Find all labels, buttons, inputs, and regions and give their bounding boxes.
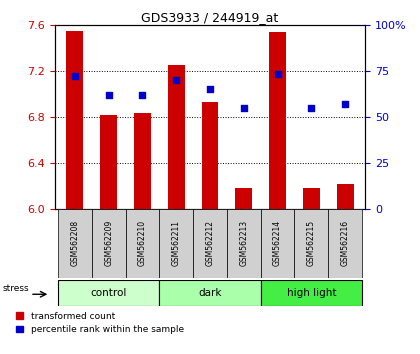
Point — [71, 74, 78, 79]
Text: dark: dark — [198, 288, 222, 298]
Bar — [159, 209, 193, 278]
Text: high light: high light — [286, 288, 336, 298]
Bar — [193, 209, 227, 278]
Point — [240, 105, 247, 110]
Text: GSM562215: GSM562215 — [307, 220, 316, 267]
Text: GSM562209: GSM562209 — [104, 220, 113, 267]
Bar — [126, 209, 159, 278]
Point — [308, 105, 315, 110]
Point — [173, 77, 180, 83]
Point — [139, 92, 146, 98]
Text: GSM562213: GSM562213 — [239, 220, 248, 267]
Legend: transformed count, percentile rank within the sample: transformed count, percentile rank withi… — [13, 308, 187, 338]
Bar — [159, 280, 261, 306]
Point — [342, 101, 349, 107]
Text: GSM562214: GSM562214 — [273, 220, 282, 267]
Bar — [235, 188, 252, 209]
Title: GDS3933 / 244919_at: GDS3933 / 244919_at — [142, 11, 278, 24]
Point — [274, 72, 281, 77]
Bar — [261, 209, 294, 278]
Text: GSM562208: GSM562208 — [71, 220, 79, 267]
Bar — [66, 30, 83, 209]
Bar — [168, 65, 185, 209]
Point — [105, 92, 112, 98]
Bar — [58, 209, 92, 278]
Bar — [134, 113, 151, 209]
Bar — [261, 280, 362, 306]
Bar — [337, 184, 354, 209]
Bar — [294, 209, 328, 278]
Point — [207, 86, 213, 92]
Text: GSM562210: GSM562210 — [138, 220, 147, 267]
Bar — [269, 32, 286, 209]
Text: GSM562211: GSM562211 — [172, 221, 181, 266]
Text: GSM562212: GSM562212 — [205, 221, 215, 266]
Bar — [58, 280, 159, 306]
Bar — [227, 209, 261, 278]
Text: stress: stress — [3, 285, 29, 293]
Bar — [202, 102, 218, 209]
Text: control: control — [90, 288, 127, 298]
Bar — [303, 188, 320, 209]
Bar — [100, 114, 117, 209]
Bar — [92, 209, 126, 278]
Bar — [328, 209, 362, 278]
Text: GSM562216: GSM562216 — [341, 220, 349, 267]
